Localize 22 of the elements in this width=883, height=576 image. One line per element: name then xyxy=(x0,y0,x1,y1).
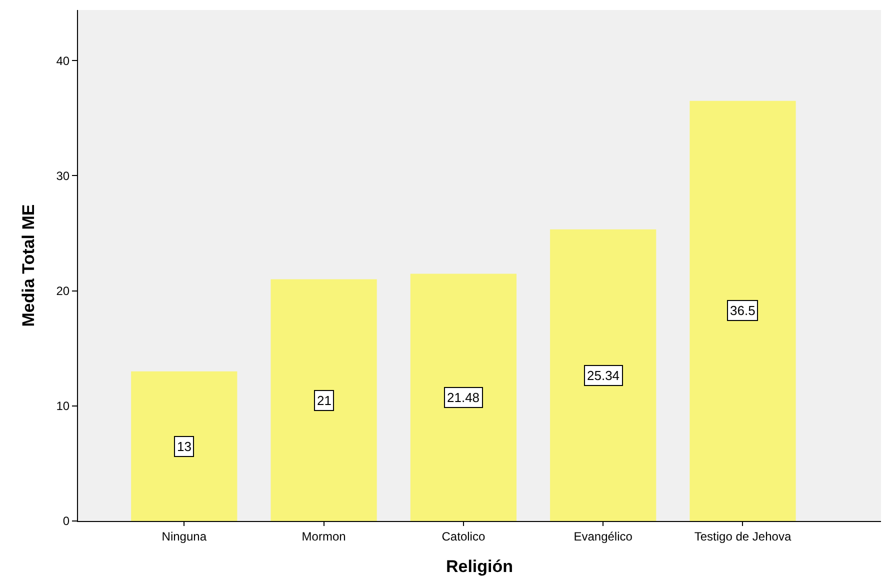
data-label: 36.5 xyxy=(730,303,756,318)
x-tick-label: Testigo de Jehova xyxy=(694,529,792,544)
y-tick-label: 20 xyxy=(56,284,70,298)
data-label: 21.48 xyxy=(447,390,480,405)
y-tick-label: 40 xyxy=(56,54,70,68)
data-label: 21 xyxy=(317,393,332,408)
y-tick-label: 0 xyxy=(62,514,70,528)
bar xyxy=(270,279,377,521)
x-tick-label: Mormon xyxy=(302,529,346,544)
x-axis-title: Religión xyxy=(446,557,514,576)
x-tick-label: Evangélico xyxy=(574,529,633,544)
y-tick-label: 30 xyxy=(56,168,70,183)
bar xyxy=(410,274,517,521)
y-tick-label: 10 xyxy=(56,399,70,414)
bar xyxy=(131,371,238,521)
x-tick-label: Ninguna xyxy=(162,529,207,544)
bar xyxy=(690,100,796,521)
data-label: 13 xyxy=(177,439,192,454)
data-label: 25.34 xyxy=(587,368,620,383)
bar xyxy=(550,229,656,521)
y-axis-title: Media Total ME xyxy=(19,204,38,327)
x-tick-label: Catolico xyxy=(442,529,486,544)
